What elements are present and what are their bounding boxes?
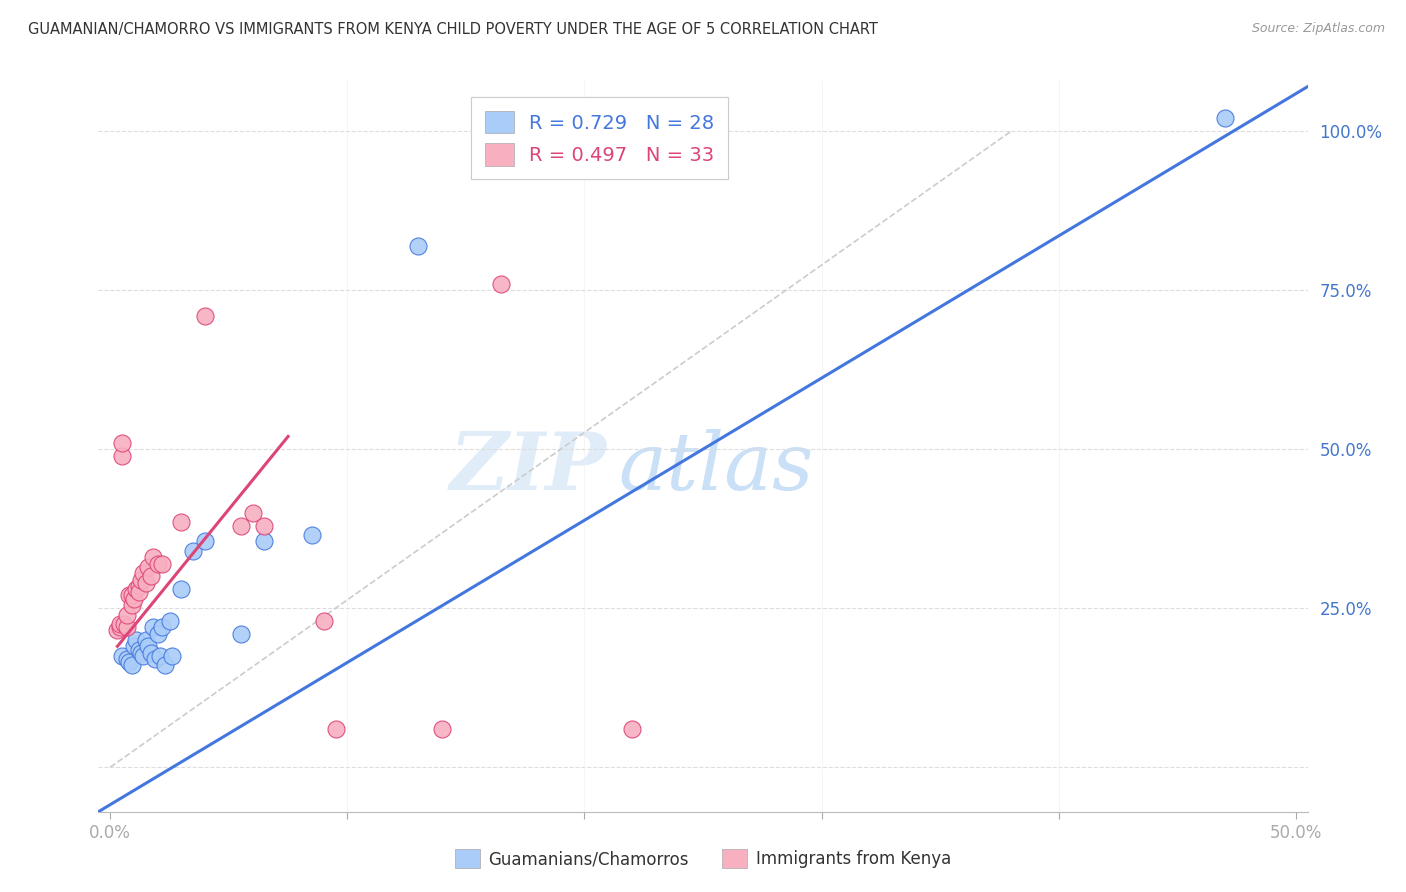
Point	[432, 722, 454, 736]
Point	[108, 617, 131, 632]
Point	[125, 632, 148, 647]
Point	[128, 585, 150, 599]
Point	[149, 648, 172, 663]
Point	[194, 534, 217, 549]
Point	[115, 620, 138, 634]
Point	[242, 506, 264, 520]
Point	[136, 640, 159, 654]
Point	[121, 589, 143, 603]
Point	[312, 614, 335, 628]
Point	[408, 238, 430, 252]
Legend: R = 0.729   N = 28, R = 0.497   N = 33: R = 0.729 N = 28, R = 0.497 N = 33	[471, 97, 728, 179]
Point	[229, 626, 252, 640]
Point	[122, 640, 145, 654]
Point	[253, 518, 276, 533]
Point	[135, 575, 157, 590]
Point	[129, 573, 152, 587]
Point	[105, 624, 128, 638]
Point	[146, 626, 169, 640]
Point	[301, 528, 323, 542]
Text: GUAMANIAN/CHAMORRO VS IMMIGRANTS FROM KENYA CHILD POVERTY UNDER THE AGE OF 5 COR: GUAMANIAN/CHAMORRO VS IMMIGRANTS FROM KE…	[28, 22, 877, 37]
Point	[121, 658, 143, 673]
Point	[160, 648, 183, 663]
Point	[121, 598, 143, 612]
Point	[1213, 112, 1236, 126]
Point	[194, 309, 217, 323]
Point	[136, 559, 159, 574]
Point	[146, 557, 169, 571]
Point	[253, 534, 276, 549]
Point	[491, 277, 513, 291]
Point	[111, 449, 134, 463]
Text: Source: ZipAtlas.com: Source: ZipAtlas.com	[1251, 22, 1385, 36]
Point	[132, 648, 155, 663]
Point	[152, 557, 174, 571]
Point	[143, 652, 166, 666]
Point	[118, 589, 141, 603]
Point	[170, 582, 193, 596]
Point	[132, 566, 155, 581]
Point	[153, 658, 176, 673]
Point	[114, 617, 136, 632]
Point	[325, 722, 347, 736]
Point	[111, 648, 134, 663]
Point	[139, 646, 162, 660]
Point	[139, 569, 162, 583]
Point	[159, 614, 181, 628]
Point	[142, 550, 165, 565]
Point	[111, 435, 134, 450]
Point	[620, 722, 643, 736]
Point	[115, 652, 138, 666]
Point	[181, 544, 204, 558]
Point	[128, 579, 150, 593]
Point	[129, 646, 152, 660]
Legend: Guamanians/Chamorros, Immigrants from Kenya: Guamanians/Chamorros, Immigrants from Ke…	[449, 843, 957, 875]
Point	[122, 591, 145, 606]
Text: ZIP: ZIP	[450, 429, 606, 507]
Point	[135, 632, 157, 647]
Point	[118, 655, 141, 669]
Text: atlas: atlas	[619, 429, 814, 507]
Point	[170, 516, 193, 530]
Point	[152, 620, 174, 634]
Point	[229, 518, 252, 533]
Point	[142, 620, 165, 634]
Point	[108, 620, 131, 634]
Point	[115, 607, 138, 622]
Point	[128, 642, 150, 657]
Point	[125, 582, 148, 596]
